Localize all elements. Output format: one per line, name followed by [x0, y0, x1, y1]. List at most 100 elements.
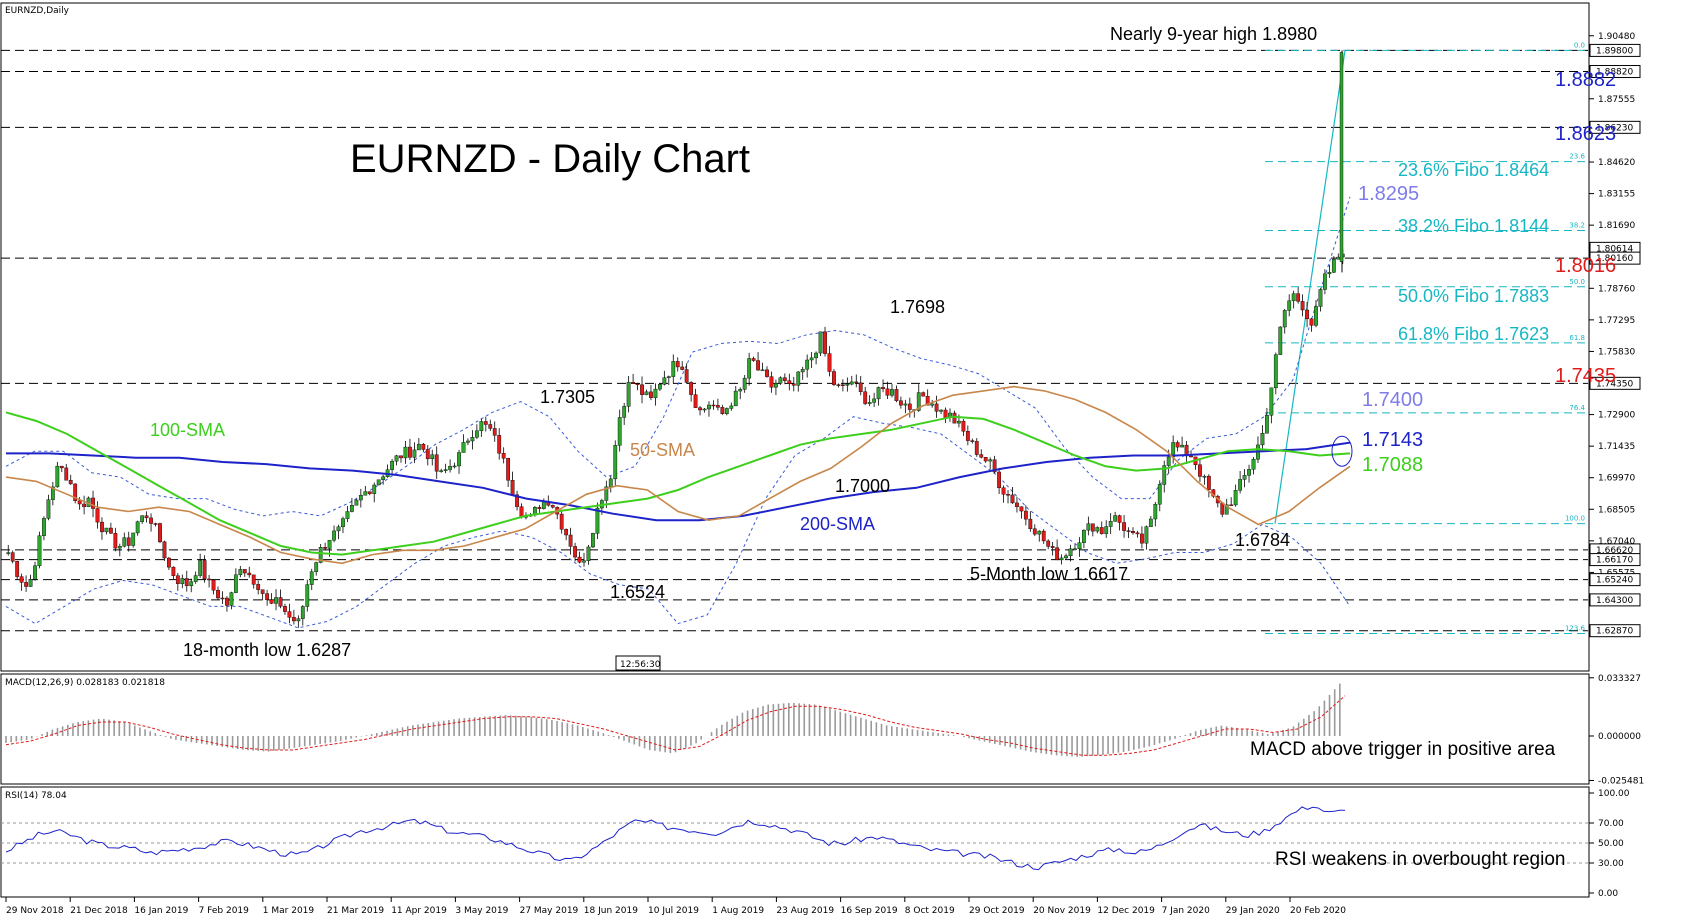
- candle-body: [233, 574, 238, 593]
- price-annotation: 100-SMA: [150, 420, 225, 440]
- price-tick-label: 1.81690: [1598, 221, 1635, 231]
- candle-body: [733, 390, 738, 407]
- candle-body: [778, 377, 783, 384]
- candle-body: [479, 421, 484, 432]
- candle-body: [247, 572, 252, 576]
- candle-body: [1282, 310, 1287, 328]
- rsi-tick-label: 70.00: [1598, 819, 1624, 829]
- candle-body: [858, 382, 863, 392]
- price-level-box: [1589, 43, 1641, 57]
- candle-body: [1099, 527, 1104, 534]
- candle-body: [716, 405, 720, 408]
- bollinger-bands: [5, 196, 1351, 629]
- candle-body: [653, 388, 658, 398]
- candle-body: [1090, 523, 1095, 532]
- candle-body: [256, 584, 261, 590]
- candle-body: [1198, 464, 1202, 477]
- price-annotation: 1.8295: [1358, 183, 1419, 205]
- candle-body: [1108, 521, 1113, 527]
- candle-body: [1300, 301, 1305, 311]
- candle-body: [863, 391, 868, 404]
- price-level-box: [1589, 624, 1641, 638]
- candle-body: [1318, 289, 1323, 307]
- candle-body: [207, 578, 211, 581]
- candle-body: [992, 459, 997, 473]
- candle-body: [390, 460, 394, 470]
- candle-body: [782, 377, 787, 381]
- candle-body: [274, 597, 278, 604]
- candle-body: [805, 359, 810, 370]
- price-panel-frame: [0, 2, 1590, 672]
- candle-body: [657, 384, 662, 390]
- price-level-label: 1.62870: [1596, 627, 1633, 637]
- candle-body: [309, 571, 314, 585]
- candle-body: [225, 597, 229, 606]
- candle-body: [108, 527, 113, 534]
- price-tick-label: 1.90480: [1598, 32, 1635, 42]
- candle-body: [965, 431, 970, 441]
- moving-averages: [5, 385, 1353, 565]
- candle-body: [117, 546, 122, 549]
- candle-body: [474, 430, 479, 438]
- candle-body: [399, 455, 403, 459]
- candle-body: [1028, 518, 1033, 530]
- candle-body: [55, 465, 60, 488]
- candle-body: [1224, 504, 1229, 515]
- candle-body: [1015, 502, 1019, 507]
- price-level-label: 1.66170: [1596, 556, 1633, 566]
- candle-body: [265, 593, 270, 600]
- candle-body: [573, 546, 577, 558]
- candle-body: [1010, 494, 1015, 504]
- price-annotation: 50.0% Fibo 1.7883: [1398, 286, 1549, 306]
- candle-body: [675, 361, 680, 368]
- candle-body: [470, 437, 475, 442]
- candle-body: [483, 421, 488, 425]
- candle-body: [501, 452, 506, 459]
- candle-body: [582, 560, 586, 563]
- candle-body: [934, 403, 939, 412]
- candle-body: [1242, 475, 1247, 480]
- candle-body: [1153, 503, 1158, 520]
- candle-body: [1126, 530, 1131, 532]
- candle-body: [6, 552, 11, 554]
- candle-body: [724, 408, 729, 414]
- candle-body: [814, 352, 818, 359]
- macd-indicator: 0.033327 0.000000 -0.025481: [5, 674, 1644, 786]
- candle-body: [680, 366, 685, 370]
- candle-body: [457, 452, 461, 467]
- candle-body: [1336, 256, 1341, 260]
- candle-body: [840, 384, 845, 386]
- time-tick-label: 23 Aug 2019: [776, 906, 834, 916]
- candle-body: [260, 589, 265, 594]
- fibo-level-tag: 50.0: [1569, 278, 1585, 286]
- price-annotation: 5-Month low 1.6617: [970, 564, 1128, 584]
- candle-body: [1247, 469, 1251, 476]
- candle-body: [809, 357, 814, 361]
- time-tick-label: 27 May 2019: [520, 906, 579, 916]
- price-annotation: 1.7305: [540, 387, 595, 407]
- candle-body: [1220, 502, 1225, 515]
- candle-body: [1001, 487, 1006, 495]
- candle-body: [184, 578, 189, 587]
- candle-body: [832, 371, 836, 385]
- candle-body: [1037, 530, 1042, 535]
- candle-body: [1032, 528, 1037, 535]
- candle-body: [876, 387, 881, 400]
- candle-body: [720, 407, 725, 414]
- candle-body: [818, 331, 823, 354]
- candle-body: [631, 382, 635, 384]
- candle-body: [1144, 526, 1149, 544]
- macd-label: MACD(12,26,9) 0.028183 0.021818: [5, 678, 165, 688]
- price-tick-label: 1.83155: [1598, 190, 1635, 200]
- candle-body: [666, 376, 671, 378]
- candle-body: [997, 471, 1001, 488]
- candle-body: [1135, 532, 1140, 535]
- time-tick-label: 12 Dec 2019: [1097, 906, 1155, 916]
- candle-body: [1238, 479, 1243, 491]
- price-level-label: 1.80614: [1596, 244, 1633, 254]
- candle-body: [881, 387, 885, 390]
- candle-body: [506, 458, 511, 481]
- time-tick-label: 3 May 2019: [455, 906, 508, 916]
- price-level-label: 1.74350: [1596, 379, 1633, 389]
- candle-body: [1189, 455, 1193, 458]
